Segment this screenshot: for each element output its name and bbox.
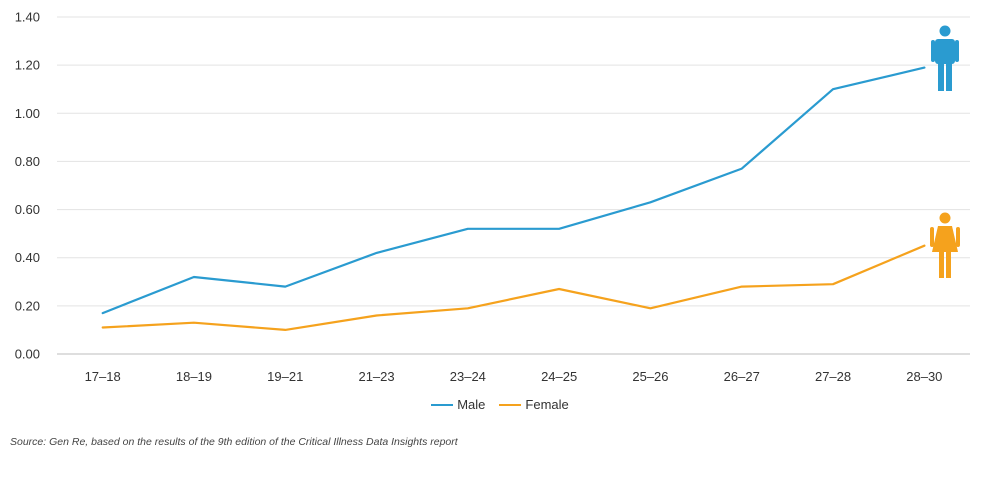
x-axis-ticks: 17–18 18–19 19–21 21–23 23–24 24–25 25–26 26–27… — [85, 369, 943, 384]
x-tick-label: 17–18 — [85, 369, 121, 384]
y-tick-label: 1.00 — [15, 106, 40, 121]
legend-label-male: Male — [457, 397, 486, 412]
x-tick-label: 18–19 — [176, 369, 212, 384]
x-tick-label: 23–24 — [450, 369, 486, 384]
x-tick-label: 19–21 — [267, 369, 303, 384]
x-tick-label: 21–23 — [358, 369, 394, 384]
x-tick-label: 28–30 — [906, 369, 942, 384]
x-tick-label: 24–25 — [541, 369, 577, 384]
y-tick-label: 1.40 — [15, 10, 40, 25]
y-tick-label: 0.20 — [15, 298, 40, 313]
y-tick-label: 0.60 — [15, 202, 40, 217]
series-icons — [930, 25, 960, 278]
legend: Male Female — [0, 397, 1000, 412]
source-note: Source: Gen Re, based on the results of … — [10, 436, 458, 448]
x-tick-label: 25–26 — [632, 369, 668, 384]
x-tick-label: 26–27 — [724, 369, 760, 384]
legend-swatch-male — [431, 403, 454, 406]
y-tick-label: 0.80 — [15, 154, 40, 169]
legend-item-male[interactable]: Male — [431, 397, 485, 412]
series-lines — [101, 66, 926, 331]
y-axis-ticks: 0.00 0.20 0.40 0.60 0.80 1.00 1.20 1.40 — [15, 10, 40, 362]
male-figure-icon — [931, 25, 959, 91]
y-tick-label: 0.40 — [15, 250, 40, 265]
gridlines — [57, 16, 970, 355]
legend-swatch-female — [499, 403, 522, 406]
series-line-male — [101, 66, 926, 315]
female-figure-icon — [930, 212, 960, 278]
series-line-female — [101, 244, 926, 331]
y-tick-label: 0.00 — [15, 347, 40, 362]
legend-item-female[interactable]: Female — [499, 397, 569, 412]
x-tick-label: 27–28 — [815, 369, 851, 384]
legend-label-female: Female — [525, 397, 569, 412]
y-tick-label: 1.20 — [15, 58, 40, 73]
